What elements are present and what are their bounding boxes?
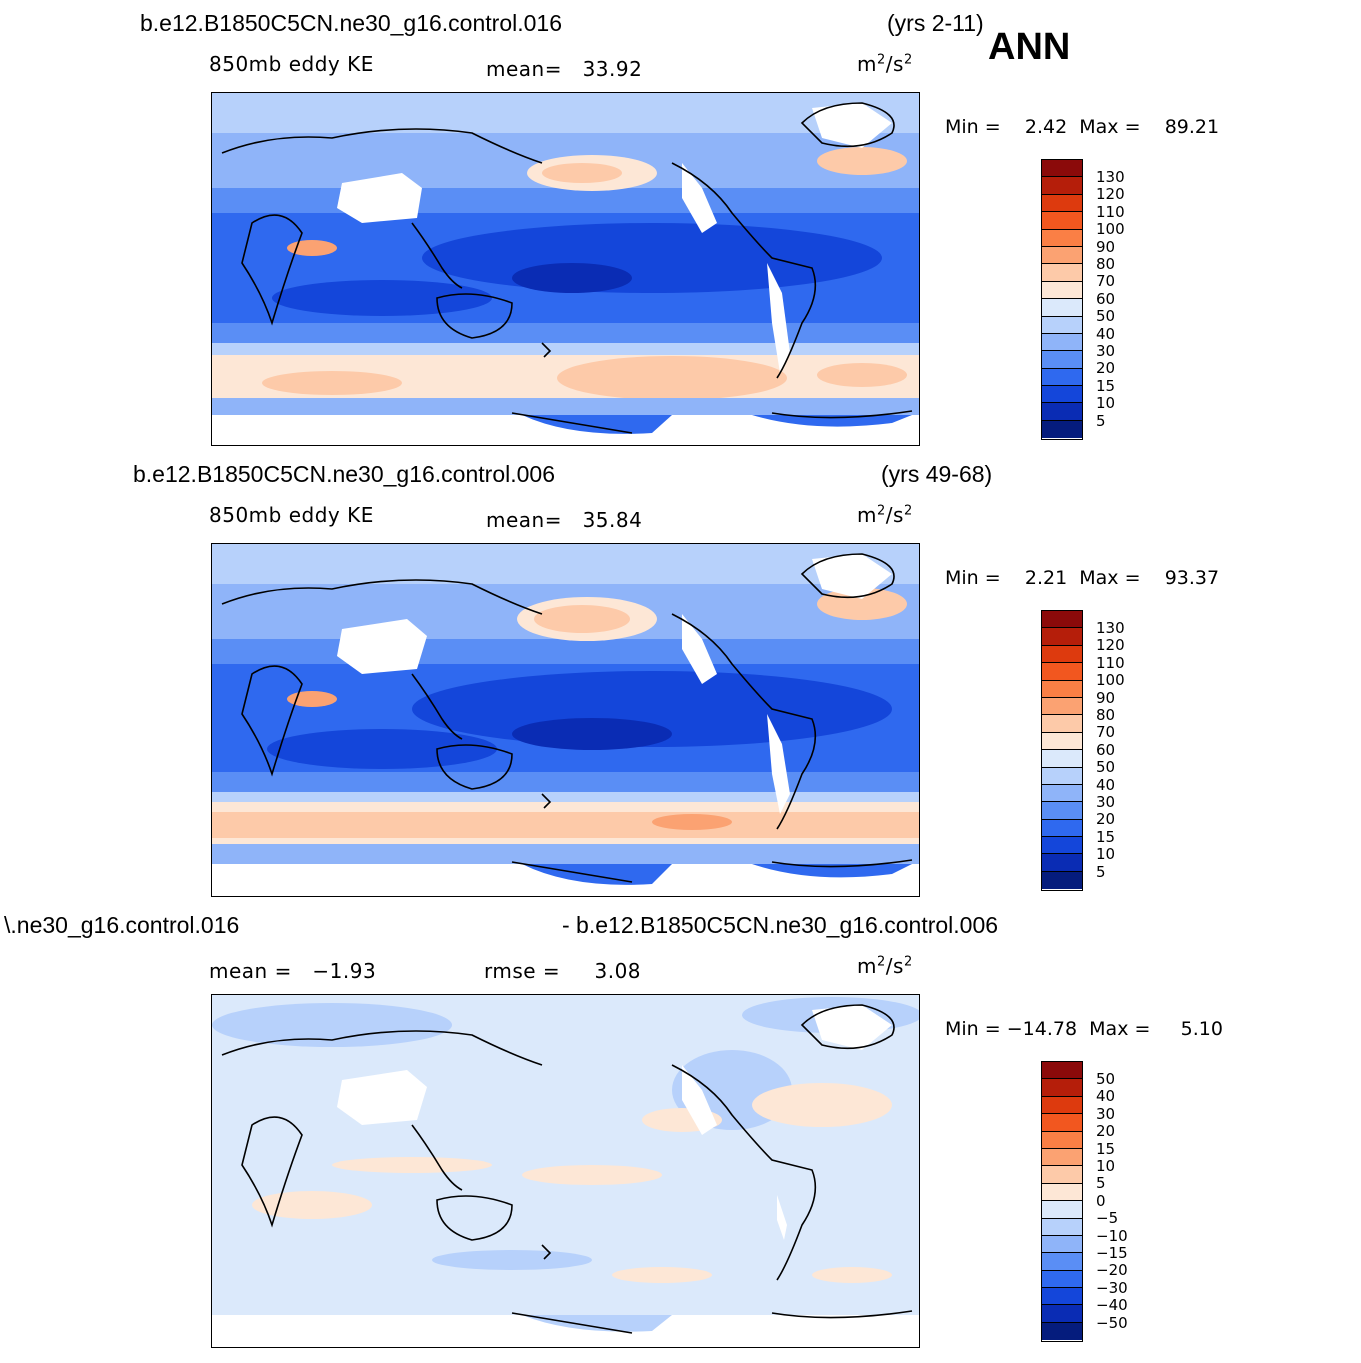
cbar-label: 30 bbox=[1096, 793, 1116, 811]
panel3-minmax: Min = −14.78 Max = 5.10 bbox=[945, 1018, 1223, 1040]
panel1-mean: mean= 33.92 bbox=[486, 57, 643, 81]
cbar-label: 30 bbox=[1096, 1104, 1116, 1123]
cbar-label: 0 bbox=[1096, 1191, 1106, 1210]
cbar-label: 70 bbox=[1096, 272, 1116, 291]
panel2-units: m2/s2 bbox=[857, 503, 913, 527]
cbar-label: 130 bbox=[1096, 619, 1125, 637]
cbar-label: 70 bbox=[1096, 723, 1116, 742]
panel3-colorbar bbox=[1041, 1061, 1083, 1342]
panel3-map bbox=[211, 994, 920, 1348]
cbar-label: −40 bbox=[1096, 1296, 1128, 1315]
season-label: ANN bbox=[988, 26, 1071, 68]
panel1-minmax: Min = 2.42 Max = 89.21 bbox=[945, 116, 1220, 138]
panel1-units: m2/s2 bbox=[857, 52, 913, 76]
cbar-label: 10 bbox=[1096, 845, 1116, 864]
cbar-label: 40 bbox=[1096, 775, 1116, 794]
cbar-label: 100 bbox=[1096, 220, 1125, 239]
cbar-label: 90 bbox=[1096, 688, 1116, 707]
cbar-label: −50 bbox=[1096, 1313, 1128, 1332]
cbar-label: 120 bbox=[1096, 636, 1125, 655]
cbar-label: 50 bbox=[1096, 758, 1116, 777]
panel1-colorbar bbox=[1041, 159, 1083, 440]
cbar-label: 50 bbox=[1096, 1070, 1116, 1088]
panel2-case-title: b.e12.B1850C5CN.ne30_g16.control.006 bbox=[133, 461, 555, 487]
cbar-label: 30 bbox=[1096, 342, 1116, 360]
cbar-label: 100 bbox=[1096, 671, 1125, 690]
panel1-map bbox=[211, 92, 920, 446]
cbar-label: −10 bbox=[1096, 1226, 1128, 1245]
cbar-label: 80 bbox=[1096, 706, 1116, 724]
cbar-label: 40 bbox=[1096, 324, 1116, 343]
cbar-label: 10 bbox=[1096, 1157, 1116, 1175]
cbar-label: 90 bbox=[1096, 237, 1116, 256]
cbar-label: 5 bbox=[1096, 1174, 1106, 1193]
panel2-years: (yrs 49-68) bbox=[881, 461, 993, 487]
panel2-map bbox=[211, 543, 920, 897]
cbar-label: 50 bbox=[1096, 307, 1116, 326]
cbar-label: 5 bbox=[1096, 862, 1106, 881]
panel1-years: (yrs 2-11) bbox=[887, 10, 984, 36]
cbar-label: −20 bbox=[1096, 1261, 1128, 1280]
cbar-label: −30 bbox=[1096, 1278, 1128, 1297]
panel2-minmax: Min = 2.21 Max = 93.37 bbox=[945, 567, 1220, 589]
cbar-label: 110 bbox=[1096, 202, 1125, 221]
cbar-label: 60 bbox=[1096, 289, 1116, 308]
panel3-rmse: rmse = 3.08 bbox=[484, 959, 642, 983]
cbar-label: 10 bbox=[1096, 394, 1116, 413]
cbar-label: 40 bbox=[1096, 1087, 1116, 1106]
cbar-label: −5 bbox=[1096, 1209, 1119, 1228]
cbar-label: 60 bbox=[1096, 740, 1116, 759]
panel3-case-left: \.ne30_g16.control.016 bbox=[4, 912, 240, 938]
panel1-case-title: b.e12.B1850C5CN.ne30_g16.control.016 bbox=[140, 10, 562, 36]
cbar-label: 20 bbox=[1096, 1122, 1116, 1141]
panel2-variable: 850mb eddy KE bbox=[209, 503, 374, 527]
panel2-colorbar bbox=[1041, 610, 1083, 891]
cbar-label: 15 bbox=[1096, 376, 1116, 395]
cbar-label: 15 bbox=[1096, 827, 1116, 846]
cbar-label: 130 bbox=[1096, 168, 1125, 186]
panel3-units: m2/s2 bbox=[857, 954, 913, 978]
cbar-label: 80 bbox=[1096, 255, 1116, 273]
cbar-label: 120 bbox=[1096, 185, 1125, 204]
cbar-label: 20 bbox=[1096, 810, 1116, 829]
cbar-label: 20 bbox=[1096, 359, 1116, 378]
cbar-label: 15 bbox=[1096, 1139, 1116, 1158]
panel2-mean: mean= 35.84 bbox=[486, 508, 643, 532]
panel1-variable: 850mb eddy KE bbox=[209, 52, 374, 76]
panel3-case-right: - b.e12.B1850C5CN.ne30_g16.control.006 bbox=[562, 912, 999, 938]
cbar-label: −15 bbox=[1096, 1244, 1128, 1262]
cbar-label: 110 bbox=[1096, 653, 1125, 672]
panel3-mean: mean = −1.93 bbox=[209, 959, 377, 983]
cbar-label: 5 bbox=[1096, 411, 1106, 430]
